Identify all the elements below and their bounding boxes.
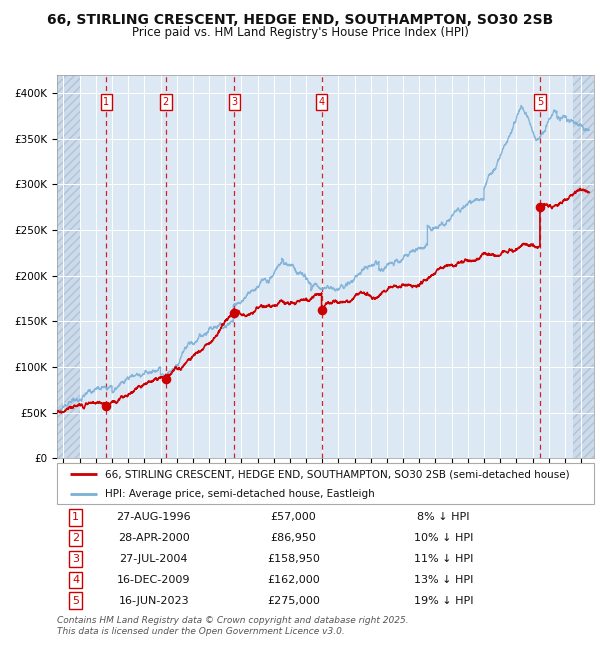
Text: 1: 1 [72, 512, 79, 523]
Text: 4: 4 [319, 97, 325, 107]
Text: 13% ↓ HPI: 13% ↓ HPI [414, 575, 473, 585]
Text: £57,000: £57,000 [271, 512, 316, 523]
Text: 3: 3 [72, 554, 79, 564]
Text: 3: 3 [232, 97, 238, 107]
Text: 5: 5 [72, 595, 79, 606]
Text: 28-APR-2000: 28-APR-2000 [118, 533, 190, 543]
Text: 19% ↓ HPI: 19% ↓ HPI [414, 595, 473, 606]
Text: 11% ↓ HPI: 11% ↓ HPI [414, 554, 473, 564]
Point [317, 305, 326, 315]
Text: 8% ↓ HPI: 8% ↓ HPI [418, 512, 470, 523]
Text: £162,000: £162,000 [267, 575, 320, 585]
Text: 27-AUG-1996: 27-AUG-1996 [116, 512, 191, 523]
Text: 5: 5 [537, 97, 543, 107]
Text: £86,950: £86,950 [271, 533, 316, 543]
Text: 10% ↓ HPI: 10% ↓ HPI [414, 533, 473, 543]
Bar [57, 75, 80, 458]
Text: £158,950: £158,950 [267, 554, 320, 564]
Text: 2: 2 [72, 533, 79, 543]
Text: 1: 1 [103, 97, 109, 107]
Text: Price paid vs. HM Land Registry's House Price Index (HPI): Price paid vs. HM Land Registry's House … [131, 26, 469, 39]
Text: £275,000: £275,000 [267, 595, 320, 606]
Text: 66, STIRLING CRESCENT, HEDGE END, SOUTHAMPTON, SO30 2SB (semi-detached house): 66, STIRLING CRESCENT, HEDGE END, SOUTHA… [106, 469, 570, 479]
Text: 27-JUL-2004: 27-JUL-2004 [119, 554, 188, 564]
Text: 66, STIRLING CRESCENT, HEDGE END, SOUTHAMPTON, SO30 2SB: 66, STIRLING CRESCENT, HEDGE END, SOUTHA… [47, 13, 553, 27]
Text: 16-DEC-2009: 16-DEC-2009 [117, 575, 190, 585]
Bar [573, 75, 594, 458]
Text: 4: 4 [72, 575, 79, 585]
Text: HPI: Average price, semi-detached house, Eastleigh: HPI: Average price, semi-detached house,… [106, 489, 375, 499]
Text: 16-JUN-2023: 16-JUN-2023 [118, 595, 189, 606]
Text: 2: 2 [163, 97, 169, 107]
Point [101, 401, 111, 411]
Point [230, 308, 239, 318]
Point [161, 374, 170, 384]
Text: Contains HM Land Registry data © Crown copyright and database right 2025.
This d: Contains HM Land Registry data © Crown c… [57, 616, 409, 636]
Point [535, 202, 545, 213]
